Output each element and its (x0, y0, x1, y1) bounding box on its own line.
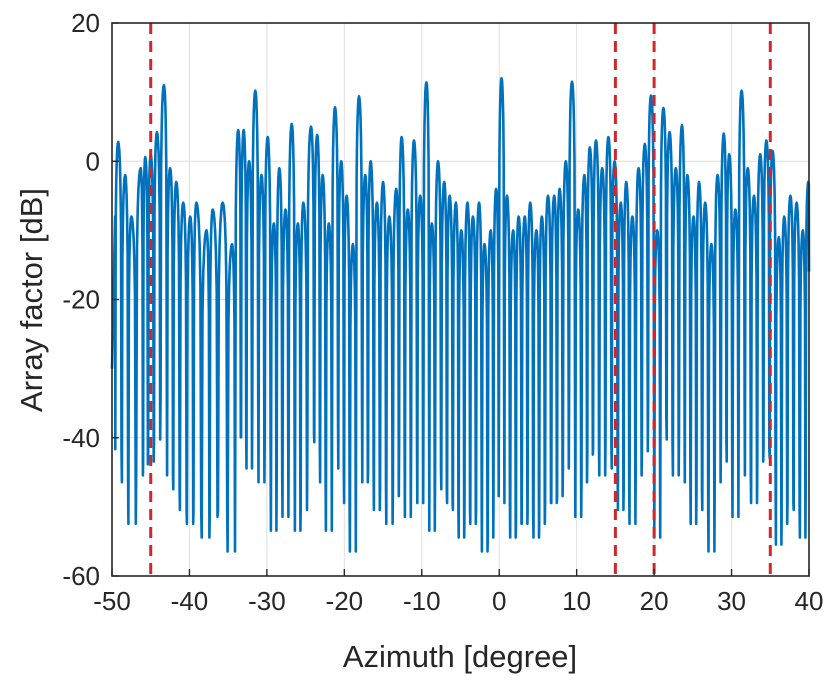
ticks (111, 22, 810, 577)
y-axis-title: Array factor [dB] (14, 188, 49, 412)
y-tick-label: 20 (71, 8, 100, 38)
plot-data (110, 77, 811, 553)
y-tick-label: -40 (62, 423, 100, 453)
x-tick-label: 20 (640, 586, 669, 616)
x-tick-label: -50 (93, 586, 131, 616)
x-tick-label: -30 (248, 586, 286, 616)
x-tick-label: -10 (403, 586, 441, 616)
x-axis-title: Azimuth [degree] (343, 639, 577, 674)
y-tick-label: 0 (86, 146, 100, 176)
x-tick-label: 40 (795, 586, 824, 616)
y-tick-label: -60 (62, 561, 100, 591)
x-tick-label: 0 (492, 586, 506, 616)
x-tick-label: 30 (717, 586, 746, 616)
array-factor-line (110, 77, 811, 553)
x-tick-label: 10 (562, 586, 591, 616)
reference-lines (149, 23, 772, 576)
tick-labels: -50 -40 -30 -20 -10 0 10 20 30 40 -60 -40 -20 0 20 (62, 8, 823, 616)
y-tick-label: -20 (62, 285, 100, 315)
x-tick-label: -20 (326, 586, 364, 616)
x-tick-label: -40 (171, 586, 209, 616)
